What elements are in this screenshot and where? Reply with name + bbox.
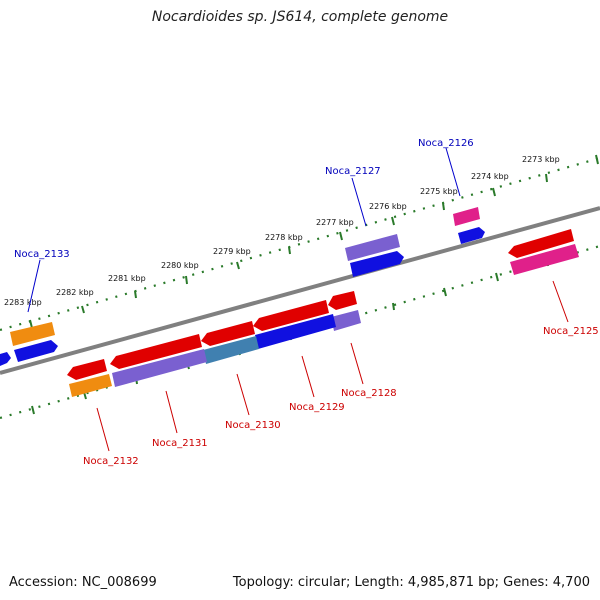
gene-blue-left [14,340,58,362]
kbp-label: 2282 kbp [56,288,94,297]
callout-lines-top [27,147,461,313]
scale-line-top [0,156,600,332]
gene-red-long-2 [110,334,202,369]
scale-line-bottom [0,244,600,420]
genome-backbone [0,206,600,375]
gene-red-mid [201,321,255,346]
kbp-label: 2273 kbp [522,155,560,164]
gene-purple-small [331,310,361,331]
genome-title: Nocardioides sp. JS614, complete genome [151,9,449,25]
gene-label-noca-2129: Noca_2129 [289,402,345,413]
accession-text: Accession: NC_008699 [9,575,157,590]
gene-pink-right [510,244,579,275]
kbp-label: 2280 kbp [161,261,199,270]
gene-steel [203,336,259,364]
gene-label-noca-2131: Noca_2131 [152,438,208,449]
gene-pink-top [453,207,480,226]
gene-label-noca-2132: Noca_2132 [83,456,139,467]
callout-lines-bottom [96,280,569,452]
gene-red-small-left [67,359,107,380]
gene-red-right [508,229,574,258]
gene-purple-top [345,234,400,261]
kbp-label: 2277 kbp [316,218,354,227]
kbp-label: 2283 kbp [4,298,42,307]
top-scale-ticks [29,154,599,329]
kbp-label: 2278 kbp [265,233,303,242]
gene-label-noca-2133: Noca_2133 [14,249,70,260]
kbp-label: 2279 kbp [213,247,251,256]
gene-red-small-right [328,291,357,310]
gene-purple-long [112,349,207,387]
kbp-label: 2276 kbp [369,202,407,211]
gene-red-long-1 [253,300,329,331]
gene-label-noca-2130: Noca_2130 [225,420,281,431]
gene-orange-bottom [69,374,112,397]
gene-orange-top [10,322,55,346]
gene-blue-top-small [458,227,485,244]
gene-blue-edge [0,352,11,366]
kbp-label: 2281 kbp [108,274,146,283]
gene-blue-long [255,314,336,349]
gene-label-noca-2125: Noca_2125 [543,326,599,337]
gene-label-noca-2128: Noca_2128 [341,388,397,399]
gene-blue-top [350,251,404,277]
kbp-label: 2274 kbp [471,172,509,181]
gene-label-noca-2127: Noca_2127 [325,166,381,177]
genome-summary-text: Topology: circular; Length: 4,985,871 bp… [232,575,590,590]
gene-label-noca-2126: Noca_2126 [418,138,474,149]
kbp-label: 2275 kbp [420,187,458,196]
